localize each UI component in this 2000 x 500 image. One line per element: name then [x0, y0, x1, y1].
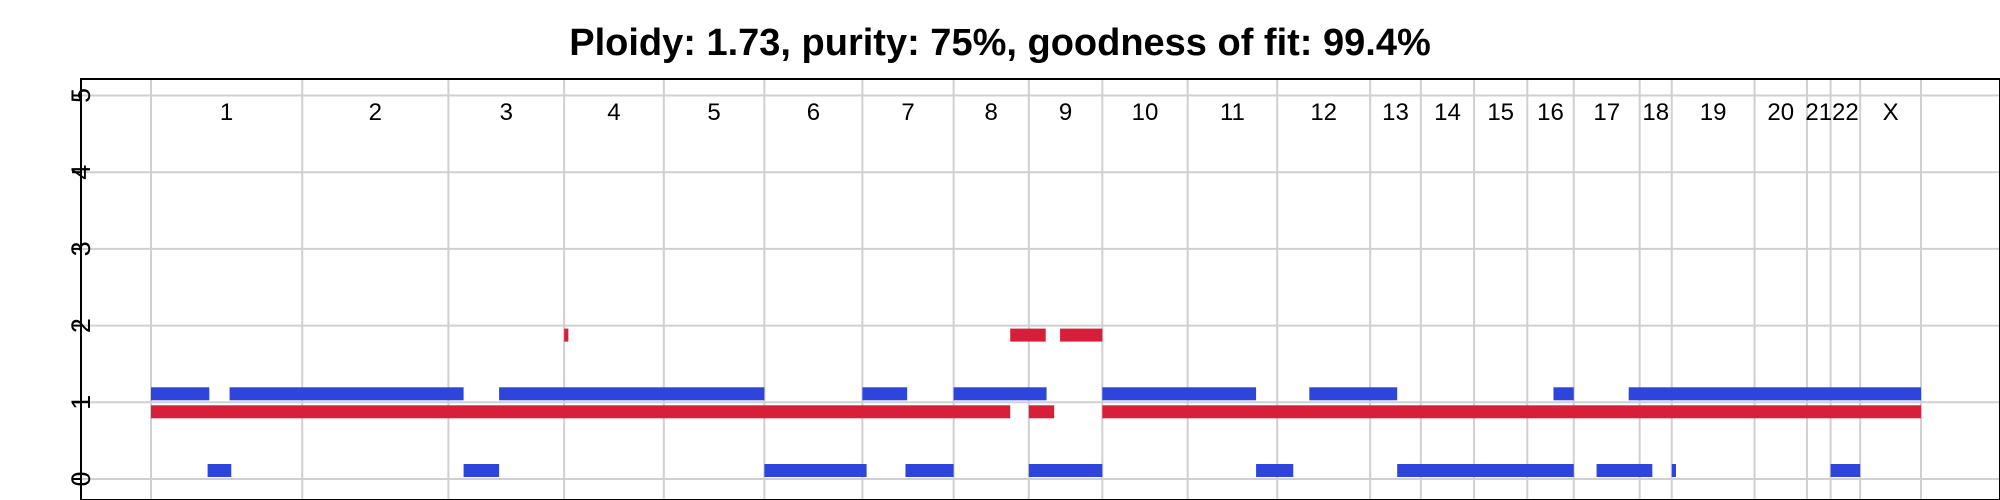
minor-copy-number-segment: [463, 464, 500, 477]
minor-copy-number-segment: [1309, 387, 1398, 401]
major-copy-number-segment: [1010, 328, 1046, 342]
major-copy-number-segment: [1102, 405, 1921, 419]
chromosome-label: 22: [1832, 99, 1859, 126]
minor-copy-number-segment: [764, 464, 867, 477]
minor-copy-number-segment: [905, 464, 954, 477]
chromosome-label: 16: [1537, 99, 1564, 126]
chromosome-label: 3: [500, 99, 513, 126]
minor-copy-number-segment: [1256, 464, 1294, 477]
minor-copy-number-segment: [1830, 464, 1861, 477]
major-copy-number-segment: [151, 405, 1011, 419]
minor-copy-number-segment: [151, 387, 210, 401]
minor-copy-number-segment: [229, 387, 464, 401]
chromosome-label: 19: [1700, 99, 1727, 126]
minor-copy-number-segment: [953, 387, 1047, 401]
chromosome-label: 17: [1593, 99, 1620, 126]
chromosome-label: 11: [1220, 99, 1245, 126]
chromosome-label: 6: [807, 99, 820, 126]
minor-copy-number-segment: [1028, 464, 1103, 477]
chromosome-label: 4: [607, 99, 620, 126]
chromosome-label: 14: [1434, 99, 1461, 126]
minor-copy-number-segment: [1397, 464, 1574, 477]
minor-copy-number-segment: [1553, 387, 1574, 401]
minor-copy-number-segment: [207, 464, 232, 477]
chromosome-label: 15: [1487, 99, 1514, 126]
chromosome-label: 10: [1132, 99, 1159, 126]
chromosome-label: 9: [1059, 99, 1072, 126]
chromosome-label: 13: [1382, 99, 1409, 126]
grid-lines: [81, 79, 2000, 500]
chromosome-label: 5: [707, 99, 720, 126]
minor-copy-number-segment: [1102, 387, 1257, 401]
plot-frame: [80, 78, 2000, 500]
minor-copy-number-segment: [499, 387, 765, 401]
chromosome-label: 18: [1642, 99, 1669, 126]
minor-copy-number-segment: [1596, 464, 1653, 477]
chromosome-label: 7: [901, 99, 914, 126]
minor-copy-number-segment: [862, 387, 908, 401]
copy-number-segments: [151, 328, 1921, 477]
major-copy-number-segment: [1028, 405, 1055, 419]
chart-title: Ploidy: 1.73, purity: 75%, goodness of f…: [569, 22, 1431, 64]
chromosome-label: 20: [1767, 99, 1794, 126]
chromosome-labels: 1 2 3 4 5 6 7 8 9 10 11 12 13 14 15 16 17 18 19 20 21 22 X: [220, 99, 1899, 126]
minor-copy-number-segment: [1671, 464, 1676, 477]
chromosome-label: 21: [1805, 99, 1832, 126]
chromosome-label: X: [1883, 99, 1899, 126]
chromosome-label: 8: [985, 99, 998, 126]
chromosome-label: 2: [369, 99, 382, 126]
major-copy-number-segment: [1060, 328, 1103, 342]
major-copy-number-segment: [564, 328, 569, 342]
chromosome-label: 12: [1310, 99, 1337, 126]
minor-copy-number-segment: [1628, 387, 1921, 401]
chromosome-label: 1: [220, 99, 233, 126]
